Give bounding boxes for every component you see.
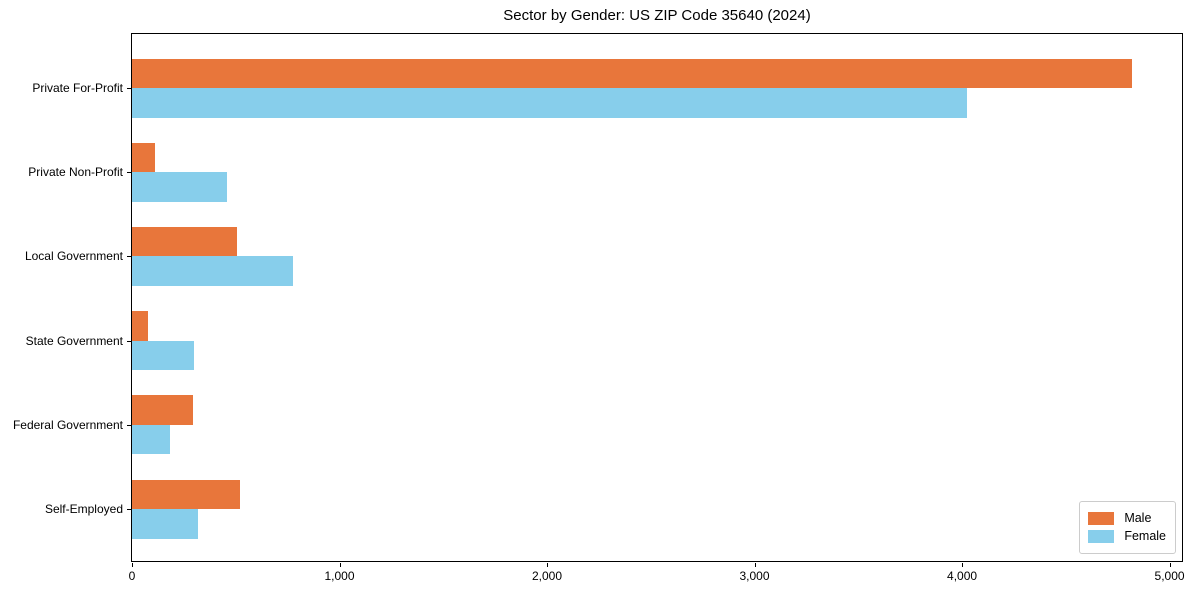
legend-swatch-female-icon bbox=[1088, 530, 1115, 543]
bar-male-self-employed bbox=[132, 479, 240, 509]
x-tick bbox=[1169, 563, 1171, 567]
legend-swatch-male-icon bbox=[1088, 512, 1115, 525]
x-tick bbox=[962, 563, 964, 567]
x-tick bbox=[339, 563, 341, 567]
y-tick bbox=[127, 256, 131, 258]
bar-male-local-government bbox=[132, 226, 237, 257]
y-axis-label-private-for-profit: Private For-Profit bbox=[32, 81, 123, 95]
y-tick bbox=[127, 340, 131, 342]
x-tick bbox=[547, 563, 549, 567]
y-axis-label-state-government: State Government bbox=[25, 333, 123, 348]
y-axis-label-federal-government: Federal Government bbox=[12, 417, 123, 432]
legend: Male Female bbox=[1079, 501, 1176, 554]
y-tick bbox=[127, 509, 131, 510]
x-tick-label: 3,000 bbox=[739, 569, 770, 583]
bar-female-private-non-profit bbox=[132, 172, 228, 202]
x-tick-label: 4,000 bbox=[947, 569, 978, 583]
y-tick bbox=[127, 172, 131, 174]
x-tick-label: 0 bbox=[128, 569, 136, 583]
y-axis-label-private-non-profit: Private Non-Profit bbox=[28, 165, 123, 180]
bar-male-state-government bbox=[132, 311, 148, 341]
legend-item-male: Male bbox=[1088, 511, 1166, 526]
y-tick bbox=[127, 424, 131, 426]
y-axis-label-local-government: Local Government bbox=[24, 249, 123, 264]
x-tick-label: 1,000 bbox=[324, 569, 355, 583]
y-tick bbox=[127, 88, 131, 89]
bar-female-self-employed bbox=[132, 509, 199, 539]
bar-female-private-for-profit bbox=[132, 88, 968, 118]
chart-title: Sector by Gender: US ZIP Code 35640 (202… bbox=[503, 7, 811, 24]
bar-male-federal-government bbox=[132, 395, 194, 425]
x-tick bbox=[132, 563, 133, 567]
x-tick-label: 2,000 bbox=[532, 569, 563, 583]
legend-label-female: Female bbox=[1124, 529, 1166, 543]
legend-item-female: Female bbox=[1088, 529, 1166, 544]
x-tick bbox=[754, 563, 756, 567]
bar-male-private-for-profit bbox=[132, 58, 1133, 88]
y-axis-label-self-employed: Self-Employed bbox=[44, 502, 123, 516]
bar-male-private-non-profit bbox=[132, 142, 155, 173]
bar-female-federal-government bbox=[132, 424, 171, 455]
bar-female-local-government bbox=[132, 256, 293, 286]
legend-label-male: Male bbox=[1124, 511, 1152, 525]
plot-area: Male Female bbox=[131, 33, 1183, 562]
bar-female-state-government bbox=[132, 340, 195, 371]
x-tick-label: 5,000 bbox=[1154, 569, 1185, 583]
